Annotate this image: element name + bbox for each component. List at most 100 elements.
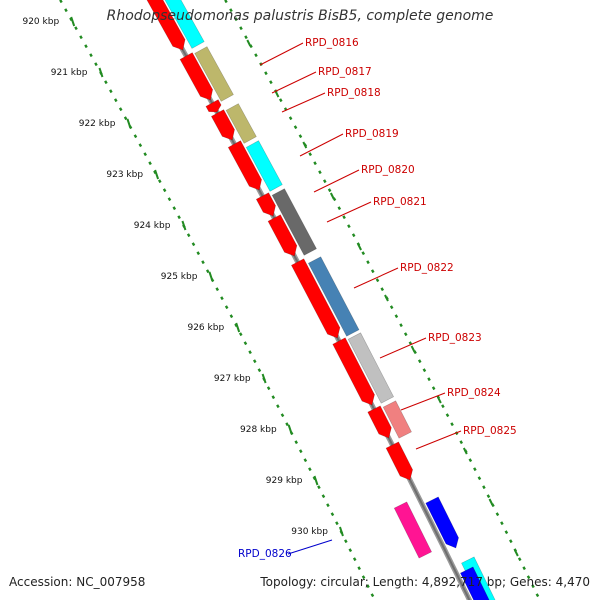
ruler-dot xyxy=(348,548,353,553)
ruler-dot xyxy=(64,8,68,13)
ruler-dot xyxy=(535,593,540,598)
ruler-dot xyxy=(234,17,238,22)
ruler-dot xyxy=(264,71,268,76)
ruler-dot xyxy=(344,539,348,544)
ruler-dot xyxy=(79,35,83,40)
ruler-tick xyxy=(287,424,293,435)
ruler-dot xyxy=(186,233,191,238)
ruler-dot xyxy=(482,485,486,490)
ruler-dot xyxy=(162,188,167,193)
ruler-dot xyxy=(337,206,342,211)
ruler-dot xyxy=(308,467,312,472)
outer-tick xyxy=(410,345,416,353)
ruler-dot xyxy=(123,116,128,121)
ruler-dot xyxy=(74,26,78,31)
ruler-dot xyxy=(118,107,123,112)
ruler-dot xyxy=(293,125,298,130)
category-block xyxy=(245,140,283,192)
ruler-dot xyxy=(422,368,427,373)
ruler-tick-label: 920 kbp xyxy=(22,17,59,27)
ruler-dot xyxy=(294,440,299,445)
ruler-dot xyxy=(399,323,403,328)
ruler-dot xyxy=(104,80,108,85)
topology-label: Topology: circular; Length: 4,892,717 bp… xyxy=(260,575,590,589)
gene-arrow-reverse xyxy=(460,566,495,600)
label-leader-lines xyxy=(259,42,462,555)
ruler-dot xyxy=(347,224,351,229)
ruler-tick xyxy=(235,322,241,333)
ruler-dot xyxy=(321,494,326,499)
ruler-dot xyxy=(239,26,243,31)
ruler-tick xyxy=(98,67,104,78)
gene-arrow-forward xyxy=(210,109,235,141)
ruler-dot xyxy=(94,62,98,67)
outer-tick xyxy=(384,294,389,302)
gene-label-rpd_0816: RPD_0816 xyxy=(305,37,359,49)
gene-arrow-forward xyxy=(332,337,375,406)
ruler-dot xyxy=(238,332,243,337)
ruler-dot xyxy=(167,197,172,202)
ruler-dot xyxy=(224,305,229,310)
ruler-dot xyxy=(366,260,370,265)
ruler-dot xyxy=(257,368,262,373)
topology-text: Topology: circular; Length: 4,892,717 bp… xyxy=(260,575,590,589)
gene-arrow-forward xyxy=(290,258,341,339)
ruler-dot xyxy=(298,449,303,454)
ruler-dot xyxy=(526,575,531,580)
ruler-tick xyxy=(154,169,160,180)
ruler-dot xyxy=(254,53,258,58)
ruler-dot xyxy=(504,530,509,535)
gene-arrow-forward xyxy=(255,192,276,217)
ruler-dot xyxy=(352,557,357,562)
ruler-dot xyxy=(330,512,335,517)
leader-line xyxy=(287,539,333,555)
ruler-dot xyxy=(215,287,220,292)
ruler-tick-label: 923 kbp xyxy=(106,170,143,180)
gene-label-rpd_0825: RPD_0825 xyxy=(463,425,517,437)
ruler-dot xyxy=(366,584,370,589)
accession-label: Accession: NC_007958 xyxy=(9,575,145,589)
ruler-tick-label: 930 kbp xyxy=(291,527,328,537)
ruler-dot xyxy=(133,134,138,139)
ruler-dot xyxy=(224,0,228,4)
ruler-dot xyxy=(357,566,361,571)
ruler-dot xyxy=(370,269,375,274)
ruler-tick-label: 922 kbp xyxy=(79,119,116,129)
ruler-dot xyxy=(280,413,285,418)
ruler-dot xyxy=(317,485,321,490)
ruler-dot xyxy=(303,458,308,463)
outer-tick xyxy=(488,498,494,506)
leader-line xyxy=(259,42,304,66)
ruler-dot xyxy=(370,593,375,598)
gene-arrow-reverse xyxy=(425,496,459,549)
category-block xyxy=(225,103,257,144)
ruler-dot xyxy=(361,575,366,580)
ruler-tick-label: 929 kbp xyxy=(266,476,303,486)
ruler-dot xyxy=(229,314,234,319)
outer-tick xyxy=(274,90,280,98)
gene-arrow-forward xyxy=(227,140,262,191)
accession-text: Accession: NC_007958 xyxy=(9,575,146,589)
ruler-tick xyxy=(313,475,319,486)
ruler-dot xyxy=(148,161,152,166)
gene-arrow-forward xyxy=(205,99,222,113)
leader-line xyxy=(353,267,399,289)
ruler-tick-label: 921 kbp xyxy=(51,68,88,78)
ruler-tick-label: 926 kbp xyxy=(187,323,224,333)
ruler-dot xyxy=(252,359,257,364)
gene-label-rpd_0824: RPD_0824 xyxy=(447,387,501,399)
ruler-dot xyxy=(172,206,177,211)
outer-tick xyxy=(302,141,308,149)
category-block xyxy=(160,0,205,49)
ruler-dot xyxy=(495,512,500,517)
gene-label-rpd_0817: RPD_0817 xyxy=(318,66,372,78)
ruler-dot xyxy=(89,53,93,58)
ruler-dot xyxy=(322,179,327,184)
ruler-tick xyxy=(338,526,344,537)
ruler-dot xyxy=(375,278,380,283)
ruler-tick-label: 927 kbp xyxy=(214,374,251,384)
gene-arrow-forward xyxy=(367,405,392,439)
ruler-dot xyxy=(468,458,473,463)
